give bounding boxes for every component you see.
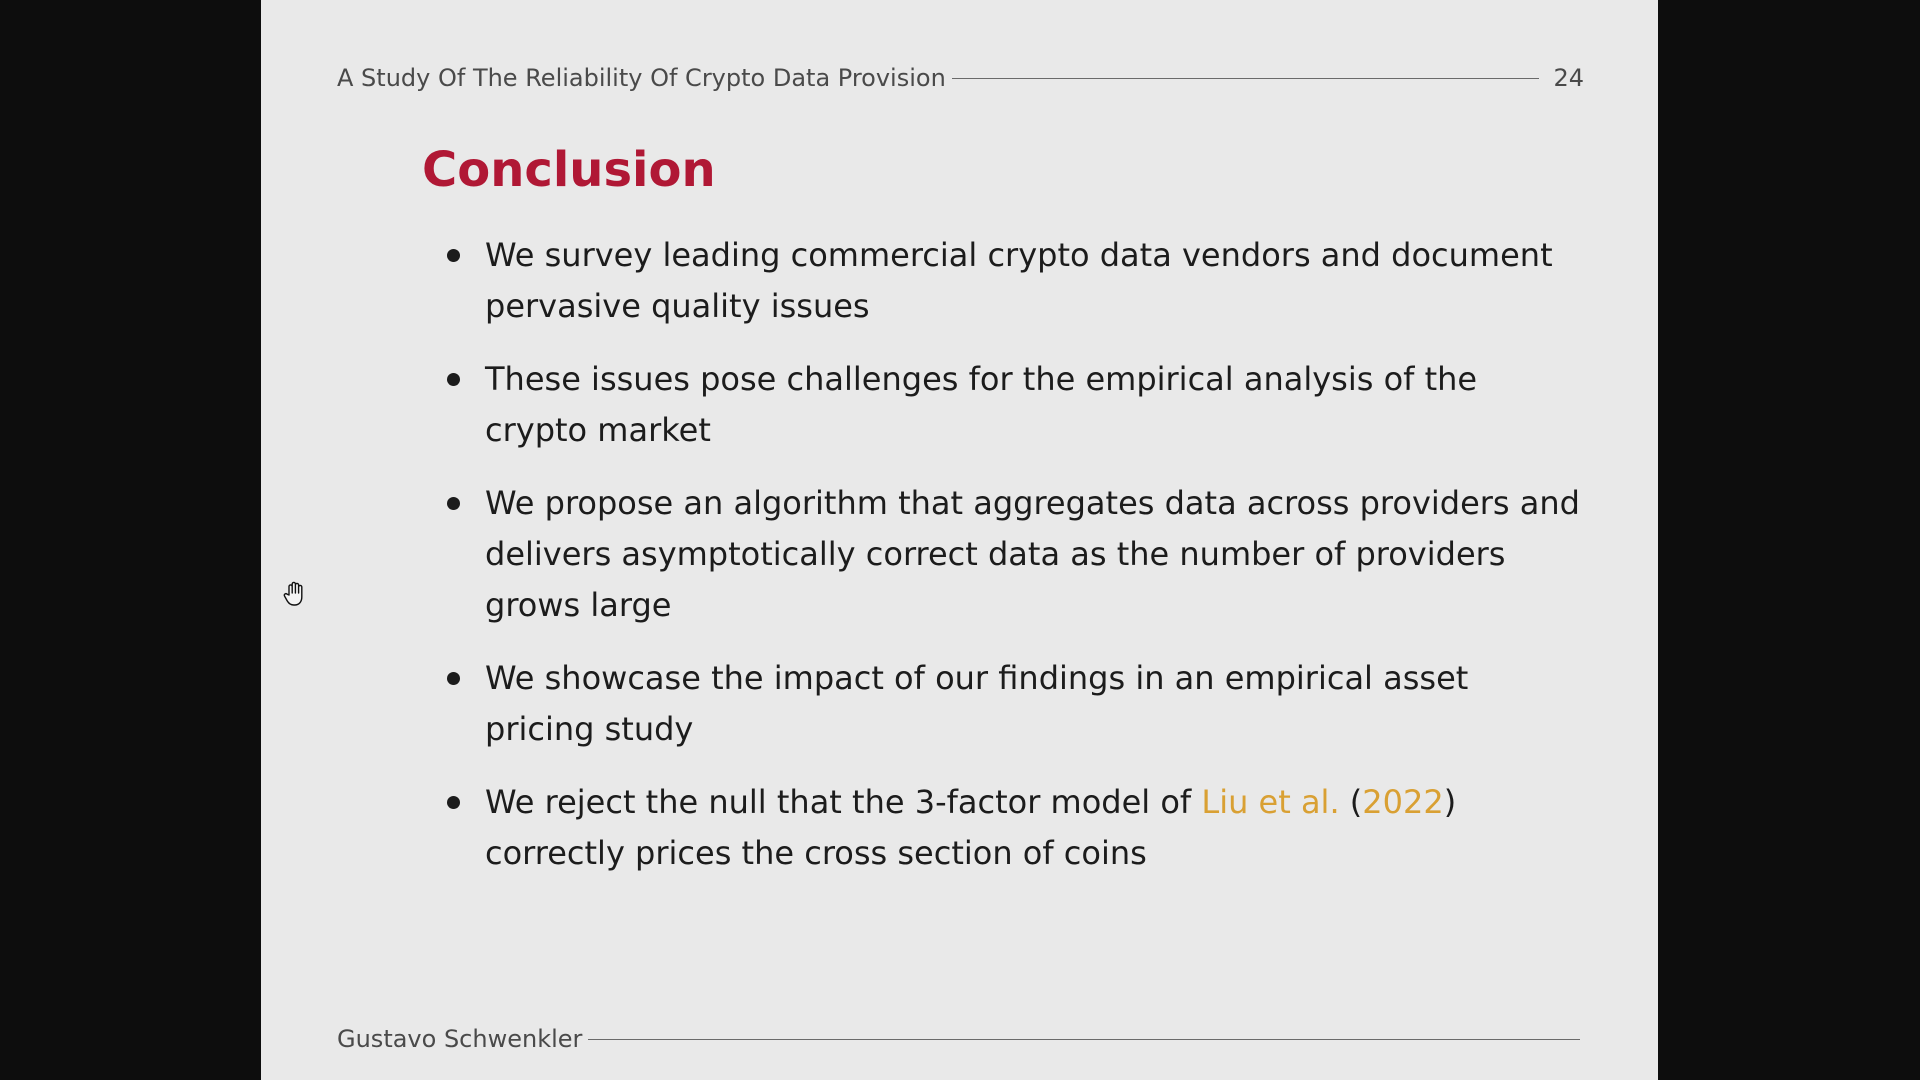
slide-title: Conclusion bbox=[422, 142, 716, 198]
page-number: 24 bbox=[1553, 64, 1584, 92]
bullet-dot-icon bbox=[447, 373, 460, 386]
bullet-text-after: correctly prices the cross section of co… bbox=[485, 834, 1147, 872]
bullet-dot-icon bbox=[447, 796, 460, 809]
citation-paren-close: ) bbox=[1443, 783, 1457, 821]
hand-cursor-icon bbox=[283, 581, 303, 606]
bullet-dot-icon bbox=[447, 672, 460, 685]
citation-year-link[interactable]: 2022 bbox=[1362, 783, 1444, 821]
bullet-item: We reject the null that the 3-factor mod… bbox=[447, 777, 1587, 879]
bullet-item: These issues pose challenges for the emp… bbox=[447, 354, 1587, 456]
bullet-dot-icon bbox=[447, 249, 460, 262]
bullet-text: We showcase the impact of our findings i… bbox=[485, 659, 1469, 748]
slide-footer: Gustavo Schwenkler bbox=[337, 1024, 1580, 1054]
slide: A Study Of The Reliability Of Crypto Dat… bbox=[261, 0, 1658, 1080]
citation-author-link[interactable]: Liu et al. bbox=[1201, 783, 1340, 821]
header-rule bbox=[951, 77, 1540, 79]
header-title: A Study Of The Reliability Of Crypto Dat… bbox=[337, 64, 946, 92]
bullet-dot-icon bbox=[447, 497, 460, 510]
bullet-text: We propose an algorithm that aggregates … bbox=[485, 484, 1580, 624]
bullet-text-before: We reject the null that the 3-factor mod… bbox=[485, 783, 1202, 821]
bullet-item: We propose an algorithm that aggregates … bbox=[447, 478, 1587, 631]
bullet-item: We survey leading commercial crypto data… bbox=[447, 230, 1587, 332]
bullet-text: We survey leading commercial crypto data… bbox=[485, 236, 1553, 325]
bullet-item: We showcase the impact of our findings i… bbox=[447, 653, 1587, 755]
bullet-text: These issues pose challenges for the emp… bbox=[485, 360, 1478, 449]
footer-rule bbox=[588, 1038, 1580, 1040]
bullet-list: We survey leading commercial crypto data… bbox=[447, 230, 1587, 901]
slide-header: A Study Of The Reliability Of Crypto Dat… bbox=[337, 60, 1584, 96]
citation-paren-open: ( bbox=[1339, 783, 1363, 821]
footer-author: Gustavo Schwenkler bbox=[337, 1025, 583, 1053]
